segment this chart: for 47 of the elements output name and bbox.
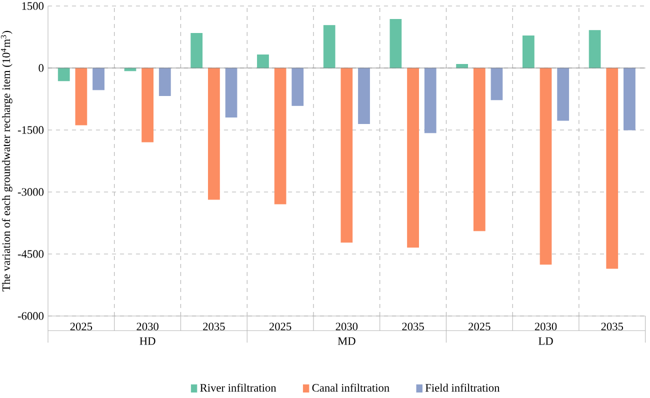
- x-tick-label: 2030: [336, 322, 358, 330]
- bar: [190, 33, 203, 68]
- bar: [606, 68, 618, 269]
- legend-label: River infiltration: [200, 384, 276, 392]
- bar: [490, 68, 503, 100]
- bar: [92, 68, 104, 90]
- x-tick-label: 2025: [468, 322, 490, 330]
- bar: [142, 68, 154, 142]
- text: HD: [140, 337, 156, 345]
- x-tick-label: 2030: [534, 322, 557, 330]
- bar: [358, 68, 370, 124]
- y-tick-label: 0: [38, 64, 44, 72]
- bar: [473, 68, 486, 232]
- y-tick-label: -4500: [18, 250, 44, 258]
- x-tick-label: 2035: [402, 322, 424, 330]
- bar: [540, 68, 552, 265]
- y-tick-label: -1500: [18, 126, 44, 134]
- bar: [225, 68, 238, 118]
- legend-label: Field infiltration: [425, 384, 500, 392]
- x-tick-label: 2035: [203, 322, 225, 330]
- x-tick-label: 2025: [269, 322, 292, 330]
- text: LD: [538, 337, 553, 345]
- bar: [257, 54, 269, 68]
- bar: [58, 68, 70, 82]
- bar: [340, 68, 353, 243]
- bar: [292, 68, 304, 106]
- bar: [75, 68, 88, 126]
- y-tick-label: -3000: [18, 188, 44, 196]
- x-tick-label: 2030: [136, 322, 158, 330]
- bar: [390, 18, 402, 68]
- bar: [323, 25, 336, 68]
- y-tick-label: 1500: [22, 2, 44, 10]
- text: MD: [338, 337, 356, 345]
- x-tick-label: 2035: [601, 322, 624, 330]
- bar: [407, 68, 419, 248]
- bar: [557, 68, 570, 121]
- legend-label: Canal infiltration: [312, 384, 390, 392]
- y-tick-label: -6000: [18, 312, 44, 320]
- bar: [522, 35, 534, 68]
- bar: [208, 68, 220, 200]
- bar: [424, 68, 436, 134]
- bar: [624, 68, 636, 130]
- x-tick-label: 2025: [70, 322, 92, 330]
- bar: [158, 68, 171, 96]
- bar: [274, 68, 286, 204]
- y-axis-title: The variation of each groundwater recharge item (10$^{4}$m$^{3}$): [0, 30, 12, 292]
- bar: [588, 30, 601, 68]
